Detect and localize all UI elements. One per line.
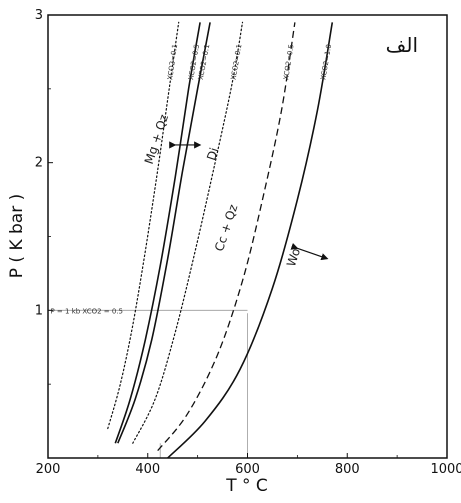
series-line-1 [107, 21, 180, 430]
y-axis-label: P ( K bar ) [7, 194, 27, 278]
y-axis-ticks: 1 2 3 [35, 8, 53, 385]
panel-label: الف [386, 33, 418, 57]
x-tick-label: 200 [36, 462, 61, 477]
reference-lines [48, 309, 248, 458]
x-axis-ticks: 200 400 600 800 1000 [36, 453, 461, 477]
x-axis-label: T ° C [225, 476, 268, 496]
series-line-2 [114, 22, 201, 444]
x-tick-label: 1000 [430, 462, 461, 477]
y-tick-label: 1 [35, 303, 43, 318]
series-line-5 [157, 22, 296, 452]
direction-arrows [169, 141, 329, 261]
annotation-label: Wo [284, 246, 303, 268]
series-line-3 [117, 22, 211, 444]
annotation-label: P = 1 kb XCO2 = 0.5 [50, 307, 123, 315]
y-tick-label: 3 [35, 8, 43, 23]
x-tick-label: 400 [135, 462, 160, 477]
reaction-direction-arrow [290, 242, 329, 261]
y-tick-label: 2 [35, 156, 43, 171]
x-tick-label: 600 [235, 462, 260, 477]
series-line-6 [167, 22, 334, 459]
annotation-label: Di [204, 146, 221, 162]
x-tick-label: 800 [335, 462, 360, 477]
